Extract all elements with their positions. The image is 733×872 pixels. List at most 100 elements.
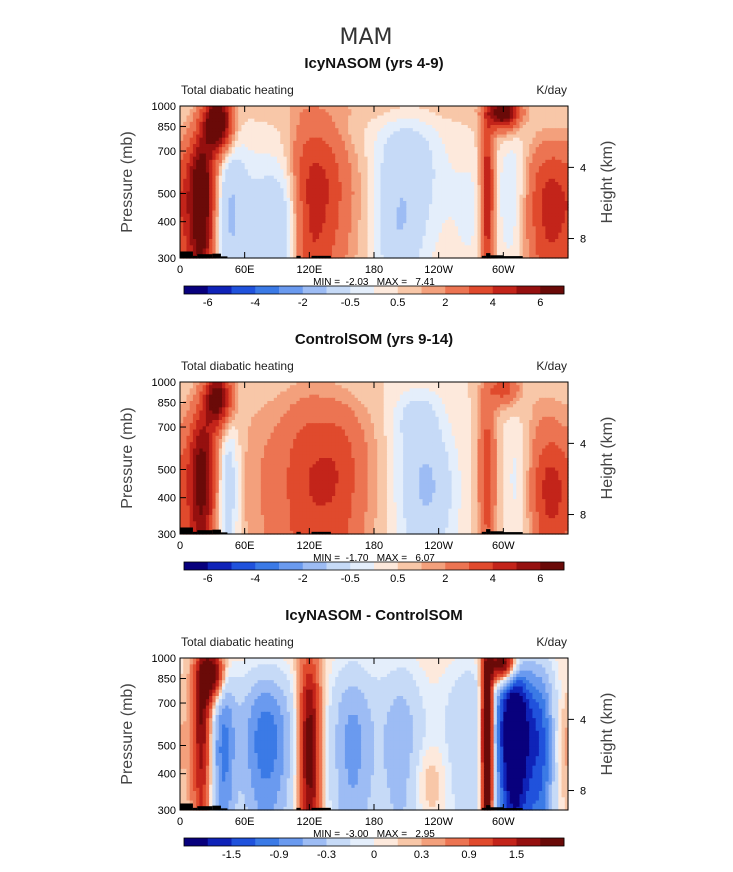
heatmap-cell <box>409 175 414 180</box>
heatmap-cell <box>331 134 336 139</box>
heatmap-cell <box>228 216 233 221</box>
heatmap-cell <box>377 191 382 196</box>
heatmap-cell <box>183 197 188 202</box>
heatmap-cell <box>513 210 517 215</box>
heatmap-cell <box>251 125 255 129</box>
heatmap-cell <box>448 201 453 205</box>
heatmap-cell <box>328 109 333 113</box>
heatmap-cell <box>277 229 281 234</box>
heatmap-cell <box>277 201 281 205</box>
heatmap-cell <box>380 223 385 227</box>
heatmap-cell <box>212 163 217 167</box>
heatmap-cell <box>503 115 508 120</box>
heatmap-cell <box>406 210 411 215</box>
heatmap-cell <box>419 163 424 167</box>
heatmap-cell <box>538 140 543 145</box>
heatmap-cell <box>325 201 330 205</box>
heatmap-cell <box>315 137 320 142</box>
heatmap-cell <box>218 128 223 132</box>
heatmap-cell <box>471 153 475 158</box>
heatmap-cell <box>296 232 301 237</box>
heatmap-cell <box>180 207 184 212</box>
heatmap-cell <box>192 210 197 215</box>
heatmap-cell <box>212 166 217 170</box>
heatmap-cell <box>542 223 546 227</box>
heatmap-cell <box>513 229 517 234</box>
heatmap-cell <box>277 115 281 120</box>
heatmap-cell <box>296 118 301 123</box>
heatmap-cell <box>474 226 479 231</box>
heatmap-cell <box>538 153 543 158</box>
heatmap-cell <box>393 134 398 139</box>
heatmap-cell <box>409 191 414 196</box>
heatmap-cell <box>299 147 304 151</box>
heatmap-cell <box>244 197 249 202</box>
heatmap-cell <box>338 153 343 158</box>
heatmap-cell <box>209 188 213 193</box>
heatmap-cell <box>257 144 262 148</box>
heatmap-cell <box>241 226 246 231</box>
heatmap-cell <box>325 166 330 170</box>
heatmap-cell <box>461 153 466 158</box>
heatmap-cell <box>218 172 223 177</box>
heatmap-cell <box>231 125 236 129</box>
heatmap-cell <box>209 153 213 158</box>
heatmap-cell <box>503 134 508 139</box>
heatmap-cell <box>422 163 427 167</box>
heatmap-cell <box>380 115 385 120</box>
heatmap-cell <box>309 128 314 132</box>
heatmap-cell <box>561 150 566 155</box>
heatmap-cell <box>270 118 275 123</box>
heatmap-cell <box>215 144 220 148</box>
heatmap-cell <box>228 213 233 218</box>
heatmap-cell <box>328 191 333 196</box>
heatmap-cell <box>341 106 346 110</box>
heatmap-cell <box>416 191 420 196</box>
heatmap-cell <box>406 137 411 142</box>
heatmap-cell <box>283 134 288 139</box>
heatmap-cell <box>215 188 220 193</box>
heatmap-cell <box>364 229 369 234</box>
heatmap-cell <box>205 210 210 215</box>
heatmap-cell <box>390 216 394 221</box>
heatmap-cell <box>234 147 239 151</box>
heatmap-cell <box>545 147 550 151</box>
heatmap-cell <box>480 210 485 215</box>
heatmap-cell <box>477 185 482 189</box>
heatmap-cell <box>412 220 417 224</box>
heatmap-cell <box>189 131 194 136</box>
heatmap-cell <box>293 163 297 167</box>
heatmap-cell <box>503 125 508 129</box>
heatmap-cell <box>299 128 304 132</box>
heatmap-cell <box>458 166 462 170</box>
heatmap-cell <box>238 188 243 193</box>
heatmap-cell <box>180 226 184 231</box>
heatmap-cell <box>286 163 291 167</box>
heatmap-cell <box>244 210 249 215</box>
heatmap-cell <box>344 147 349 151</box>
heatmap-cell <box>331 220 336 224</box>
heatmap-cell <box>215 223 220 227</box>
heatmap-cell <box>335 169 340 174</box>
heatmap-cell <box>535 175 540 180</box>
heatmap-cell <box>412 121 417 126</box>
heatmap-cell <box>302 172 307 177</box>
heatmap-cell <box>225 125 230 129</box>
heatmap-cell <box>364 106 369 110</box>
heatmap-cell <box>564 178 569 183</box>
heatmap-cell <box>561 232 566 237</box>
heatmap-cell <box>383 156 388 161</box>
heatmap-cell <box>312 191 317 196</box>
heatmap-cell <box>244 156 249 161</box>
heatmap-cell <box>393 163 398 167</box>
heatmap-cell <box>454 134 459 139</box>
heatmap-cell <box>555 169 559 174</box>
heatmap-cell <box>312 169 317 174</box>
heatmap-cell <box>273 223 278 227</box>
heatmap-cell <box>409 216 414 221</box>
heatmap-cell <box>344 220 349 224</box>
heatmap-cell <box>335 226 340 231</box>
heatmap-cell <box>205 106 210 110</box>
heatmap-cell <box>215 207 220 212</box>
heatmap-cell <box>390 153 394 158</box>
